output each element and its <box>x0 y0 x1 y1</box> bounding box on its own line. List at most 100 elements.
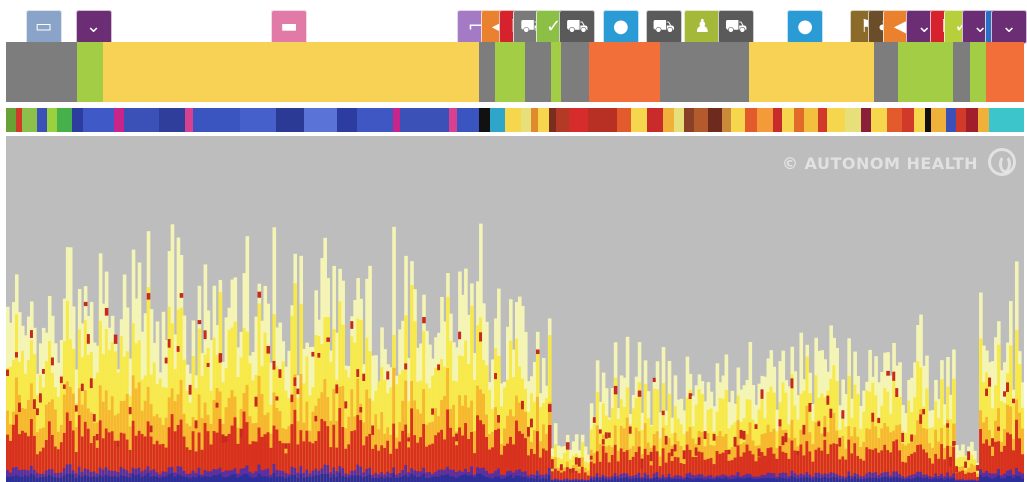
spectrogram-cell <box>1021 454 1024 482</box>
spectrogram-cell <box>20 476 25 482</box>
spectrogram-cell <box>350 475 354 482</box>
activity-segment-sedentary <box>874 42 899 102</box>
marker-walk-icon[interactable]: ♟ <box>684 10 721 53</box>
spectrogram-cell <box>497 476 501 482</box>
spectrogram-cell <box>616 475 621 482</box>
spectrogram-cell <box>964 479 968 482</box>
spectrogram-cell <box>476 415 480 482</box>
spectrogram-cell <box>83 475 88 482</box>
spectrogram-cell <box>173 431 178 482</box>
spectrogram-cell <box>404 424 408 482</box>
spectrogram-cell <box>568 472 573 482</box>
spectrogram-cell <box>844 459 848 482</box>
spectrogram-cell <box>167 306 172 482</box>
spectrogram-cell <box>646 454 651 482</box>
spectrogram-cell <box>955 480 959 482</box>
spectrogram-hotspot <box>976 465 980 471</box>
marker-monitor-icon[interactable]: ▭ <box>25 10 62 53</box>
spectrogram-cell <box>856 455 860 482</box>
spectrogram-cell <box>74 473 79 482</box>
spectrogram-cell <box>269 447 274 482</box>
check-icon: ✓ <box>546 16 562 37</box>
spectrogram-cell <box>365 436 369 482</box>
spectrogram-cell <box>128 449 133 482</box>
spectrogram-cell <box>446 409 450 482</box>
marker-chevron-down-icon[interactable]: ⌄ <box>991 10 1027 53</box>
spectrogram-cell <box>17 434 22 482</box>
activity-segment-active <box>897 42 954 102</box>
spectrogram-hotspot <box>919 414 923 424</box>
marker-head-icon[interactable]: ● <box>602 10 639 53</box>
spectrogram-hotspot <box>694 447 699 456</box>
marker-car-icon[interactable]: ⛟ <box>717 10 754 53</box>
spectrogram-cell <box>838 459 842 482</box>
spectrogram-cell <box>895 476 899 482</box>
spectrogram-cell <box>449 469 453 482</box>
spectrogram-cell <box>242 411 247 482</box>
spectrogram-cell <box>577 473 582 482</box>
spectrogram-cell <box>257 464 262 482</box>
spectrogram-cell <box>314 475 318 482</box>
spectrogram-hotspot <box>604 432 609 439</box>
marker-head-icon[interactable]: ● <box>787 10 824 53</box>
spectrogram-cell <box>383 447 387 482</box>
spectrogram-cell <box>371 448 375 482</box>
spectrogram-cell <box>329 472 333 482</box>
spectrogram-cell <box>700 474 705 482</box>
spectrogram-cell <box>565 480 570 482</box>
chevron-down-icon: ⌄ <box>916 16 932 37</box>
spectrogram-cell <box>910 453 914 482</box>
spectrogram-cell <box>503 445 507 482</box>
spectrogram-cell <box>146 421 151 482</box>
marker-car-icon[interactable]: ⛟ <box>645 10 682 53</box>
spectrogram-hotspot <box>149 425 154 433</box>
spectrogram-cell <box>182 476 187 482</box>
band-cell <box>662 108 675 132</box>
spectrogram-hotspot <box>886 370 890 376</box>
spectrogram-hotspot <box>577 458 582 467</box>
marker-car-icon[interactable]: ⛟ <box>559 10 596 53</box>
spectrogram-cell <box>805 441 810 482</box>
marker-chevron-down-icon[interactable]: ⌄ <box>75 10 112 53</box>
spectrogram-cell <box>368 474 372 482</box>
spectrogram-cell <box>685 477 690 482</box>
spectrogram-hotspot <box>529 418 534 428</box>
band-cell <box>631 108 648 132</box>
spectrogram-cell <box>287 443 292 482</box>
spectrogram-hotspot <box>568 468 573 473</box>
spectrogram-hotspot <box>62 384 67 389</box>
spectrogram-cell <box>925 452 929 482</box>
spectrogram-cell <box>479 420 483 482</box>
spectrogram-cell <box>988 472 992 482</box>
spectrogram-cell <box>290 466 295 482</box>
spectrogram-hotspot <box>688 393 693 400</box>
spectrogram-cell <box>200 477 205 482</box>
spectrogram-cell <box>934 473 938 482</box>
spectrogram-hotspot <box>955 466 959 473</box>
spectrogram-cell <box>643 472 648 482</box>
spectrogram-cell <box>203 469 208 482</box>
spectrogram-cell <box>895 471 899 482</box>
spectrogram-cell <box>209 477 214 482</box>
spectrogram-cell <box>41 477 46 482</box>
spectrogram-cell <box>754 461 759 482</box>
band-cell <box>745 108 758 132</box>
spectrogram-cell <box>607 462 612 482</box>
marker-bed-icon[interactable]: ▬ <box>271 10 307 53</box>
spectrogram-cell <box>245 422 250 482</box>
spectrogram-cell <box>491 478 495 482</box>
spectrogram-cell <box>272 473 277 482</box>
spectrogram-cell <box>401 430 405 482</box>
spectrogram-cell <box>338 472 342 482</box>
spectrogram-cell <box>667 452 672 482</box>
spectrogram-cell <box>80 436 85 482</box>
activity-segment-sedentary <box>560 42 590 102</box>
spectrogram-cell <box>973 472 977 482</box>
spectrogram-cell <box>592 423 597 482</box>
spectrogram-cell <box>556 480 561 482</box>
spectrogram-hotspot <box>164 357 169 364</box>
spectrogram-cell <box>562 471 567 482</box>
spectrogram-cell <box>371 478 375 482</box>
spectrogram-cell <box>92 476 97 482</box>
spectrogram-cell <box>907 400 911 482</box>
